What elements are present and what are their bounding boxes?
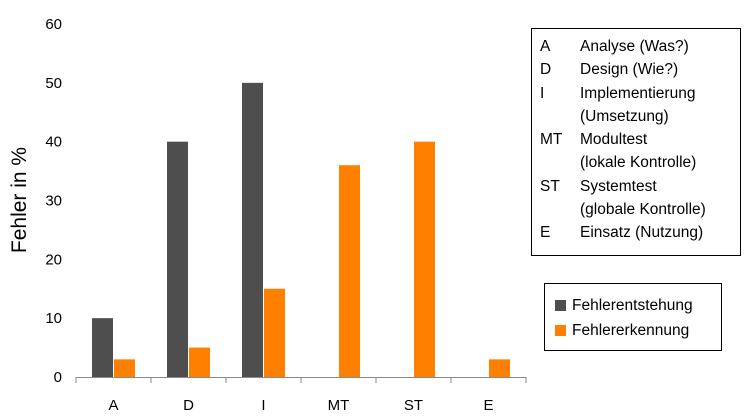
abbreviation-key: ST	[540, 177, 560, 195]
abbreviation-key: I	[540, 84, 545, 102]
y-tick-label: 40	[45, 134, 62, 151]
series-legend: Fehlerentstehung Fehlererkennung	[544, 283, 722, 351]
bar-fehlererkennung-a	[114, 359, 135, 377]
bar-fehlererkennung-d	[189, 347, 210, 377]
abbreviation-row: I Implementierung (Umsetzung)	[540, 82, 734, 129]
bar-fehlerentstehung-d	[167, 141, 188, 377]
abbreviation-row: E Einsatz (Nutzung)	[540, 221, 734, 244]
legend-label: Fehlerentstehung	[572, 296, 693, 314]
abbreviation-description: Modultest (lokale Kontrolle)	[580, 131, 697, 172]
bar-fehlerentstehung-a	[92, 318, 113, 377]
x-tick-label: MT	[328, 397, 350, 414]
abbreviation-description: Analyse (Was?)	[580, 38, 689, 55]
y-axis: 0 10 20 30 40 50 60	[45, 16, 62, 386]
y-tick-label: 60	[45, 16, 62, 33]
abbreviation-description: Systemtest (globale Kontrolle)	[580, 177, 706, 219]
x-axis: A D I MT ST E	[75, 377, 527, 414]
abbreviation-row: MT Modultest (lokale Kontrolle)	[540, 128, 734, 175]
x-tick-label: E	[483, 397, 493, 414]
abbreviation-legend: A Analyse (Was?) D Design (Wie?) I Imple…	[531, 28, 741, 256]
legend-swatch	[555, 300, 566, 311]
abbreviation-description: Design (Wie?)	[580, 61, 679, 79]
x-tick-label: A	[108, 397, 118, 414]
bar-fehlererkennung-e	[489, 359, 510, 377]
abbreviation-key: A	[540, 38, 551, 55]
y-tick-label: 0	[54, 369, 62, 386]
abbreviation-row: D Design (Wie?)	[540, 58, 734, 81]
abbreviation-key: D	[540, 61, 552, 79]
bar-fehlerentstehung-i	[242, 82, 263, 377]
bar-fehlererkennung-st	[414, 141, 435, 377]
legend-item-fehlerentstehung: Fehlerentstehung	[555, 293, 721, 318]
x-tick-label: ST	[404, 397, 423, 414]
y-tick-label: 10	[45, 310, 62, 327]
y-tick-label: 50	[45, 75, 62, 92]
x-tick-label: I	[261, 397, 265, 414]
y-tick-label: 30	[45, 193, 62, 210]
bar-fehlererkennung-mt	[339, 165, 360, 377]
legend-item-fehlererkennung: Fehlererkennung	[555, 318, 721, 343]
abbreviation-key: E	[540, 224, 551, 242]
bar-fehlererkennung-i	[264, 288, 285, 377]
y-axis-label: Fehler in %	[8, 147, 31, 253]
abbreviation-key: MT	[540, 131, 563, 149]
bars	[92, 82, 510, 377]
legend-label: Fehlererkennung	[572, 321, 690, 339]
abbreviation-description: Implementierung (Umsetzung)	[580, 84, 696, 125]
abbreviation-row: A Analyse (Was?)	[540, 35, 734, 58]
legend-swatch	[555, 325, 566, 336]
abbreviation-row: ST Systemtest (globale Kontrolle)	[540, 175, 734, 222]
y-tick-label: 20	[45, 251, 62, 268]
x-tick-label: D	[183, 397, 194, 414]
abbreviation-description: Einsatz (Nutzung)	[580, 224, 704, 242]
